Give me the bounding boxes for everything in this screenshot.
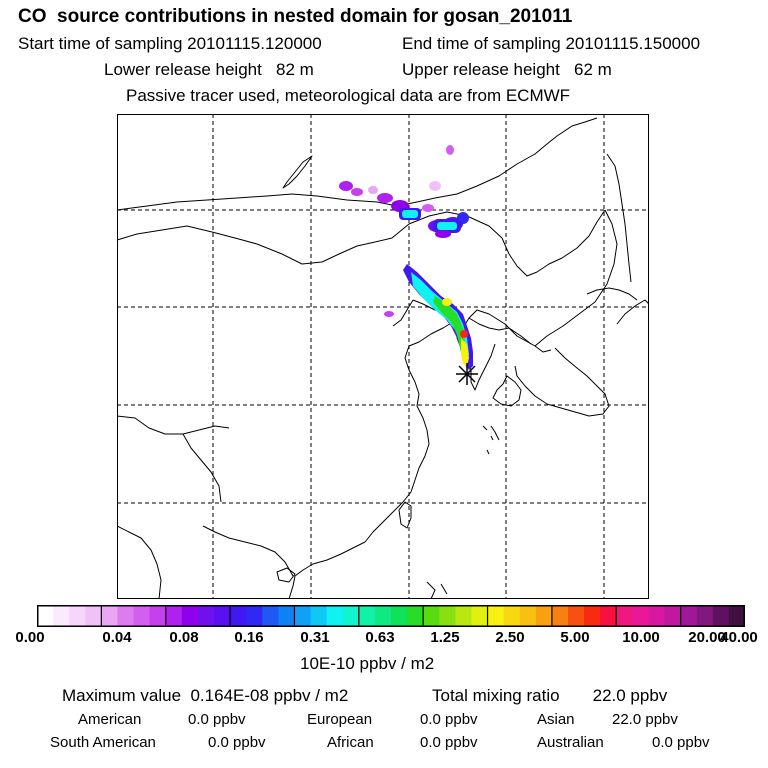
colorbar-tick-label: 10.00 xyxy=(622,629,660,646)
graticule xyxy=(117,114,649,599)
colorbar-swatch xyxy=(37,605,54,627)
plot-title: CO source contributions in nested domain… xyxy=(18,6,573,27)
colorbar-tick-label: 0.08 xyxy=(169,629,199,646)
colorbar-swatch xyxy=(294,605,312,627)
start-time: Start time of sampling 20101115.120000 xyxy=(18,34,322,53)
colorbar-swatch xyxy=(455,605,472,627)
colorbar-swatch xyxy=(471,605,489,627)
colorbar-swatch xyxy=(568,605,585,627)
colorbar-swatch xyxy=(391,605,408,627)
maximum-value: Maximum value 0.164E-08 ppbv / m2 xyxy=(62,686,349,705)
colorbar-swatch xyxy=(696,605,714,627)
colorbar-unit: 10E-10 ppbv / m2 xyxy=(300,654,435,673)
region-value: 0.0 ppbv xyxy=(420,711,478,728)
colorbar-tick-label: 1.25 xyxy=(430,629,460,646)
colorbar-swatch xyxy=(535,605,553,627)
colorbar-swatch xyxy=(664,605,682,627)
colorbar-tick-label: 5.00 xyxy=(560,629,590,646)
colorbar-swatch xyxy=(69,605,86,627)
colorbar-swatch xyxy=(487,605,505,627)
colorbar-swatch xyxy=(423,605,440,627)
colorbar-swatch xyxy=(407,605,424,627)
region-name: African xyxy=(327,734,374,751)
colorbar-border xyxy=(37,605,745,627)
colorbar-swatch xyxy=(101,605,118,627)
colorbar-tick-label: 2.50 xyxy=(495,629,525,646)
colorbar-swatch xyxy=(117,605,135,627)
region-value: 0.0 ppbv xyxy=(420,734,478,751)
lower-release-height: Lower release height 82 m xyxy=(104,60,314,79)
colorbar-swatch xyxy=(149,605,167,627)
colorbar-swatch xyxy=(85,605,102,627)
colorbar-swatch xyxy=(326,605,344,627)
colorbar-swatch xyxy=(680,605,698,627)
colorbar-swatch xyxy=(165,605,183,627)
map-frame xyxy=(117,114,649,599)
region-name: Australian xyxy=(537,734,604,751)
end-time: End time of sampling 20101115.150000 xyxy=(402,34,701,53)
region-name: Asian xyxy=(537,711,575,728)
colorbar-swatch xyxy=(632,605,649,627)
colorbar-swatch xyxy=(519,605,537,627)
colorbar-swatch xyxy=(230,605,247,627)
colorbar-tick-label: 20.00 xyxy=(688,629,726,646)
colorbar-swatch xyxy=(133,605,151,627)
colorbar-swatch xyxy=(374,605,392,627)
colorbar-swatch xyxy=(197,605,215,627)
colorbar-swatch xyxy=(262,605,279,627)
colorbar-swatch xyxy=(648,605,666,627)
colorbar-swatch xyxy=(310,605,328,627)
region-name: American xyxy=(78,711,142,728)
colorbar-swatch xyxy=(600,605,617,627)
colorbar-swatch xyxy=(246,605,263,627)
colorbar-tick-label: 0.04 xyxy=(102,629,132,646)
colorbar xyxy=(37,605,745,627)
region-name: South American xyxy=(50,734,156,751)
colorbar-swatch xyxy=(439,605,456,627)
colorbar-swatch xyxy=(551,605,569,627)
colorbar-swatch xyxy=(712,605,730,627)
colorbar-swatch xyxy=(214,605,231,627)
total-mixing-ratio: Total mixing ratio 22.0 ppbv xyxy=(432,686,668,705)
colorbar-swatch xyxy=(278,605,295,627)
region-value: 22.0 ppbv xyxy=(612,711,678,728)
colorbar-swatch xyxy=(616,605,633,627)
colorbar-swatch xyxy=(342,605,360,627)
colorbar-swatch xyxy=(728,605,745,627)
receptor-asterisk-marker xyxy=(456,363,478,385)
map-panel xyxy=(117,114,649,599)
colorbar-tick-label: 0.31 xyxy=(300,629,330,646)
upper-release-height: Upper release height 62 m xyxy=(402,60,612,79)
colorbar-tick-label: 0.16 xyxy=(234,629,264,646)
tracer-plume xyxy=(339,145,473,370)
region-value: 0.0 ppbv xyxy=(652,734,710,751)
colorbar-swatch xyxy=(503,605,521,627)
colorbar-swatch xyxy=(181,605,199,627)
colorbar-tick-label: 40.00 xyxy=(720,629,758,646)
colorbar-swatch xyxy=(584,605,601,627)
colorbar-swatch xyxy=(53,605,70,627)
colorbar-swatch xyxy=(358,605,376,627)
colorbar-tick-label: 0.00 xyxy=(15,629,45,646)
tracer-note: Passive tracer used, meteorological data… xyxy=(126,86,571,105)
colorbar-tick-label: 0.63 xyxy=(365,629,395,646)
region-value: 0.0 ppbv xyxy=(188,711,246,728)
region-name: European xyxy=(307,711,373,728)
region-value: 0.0 ppbv xyxy=(208,734,266,751)
